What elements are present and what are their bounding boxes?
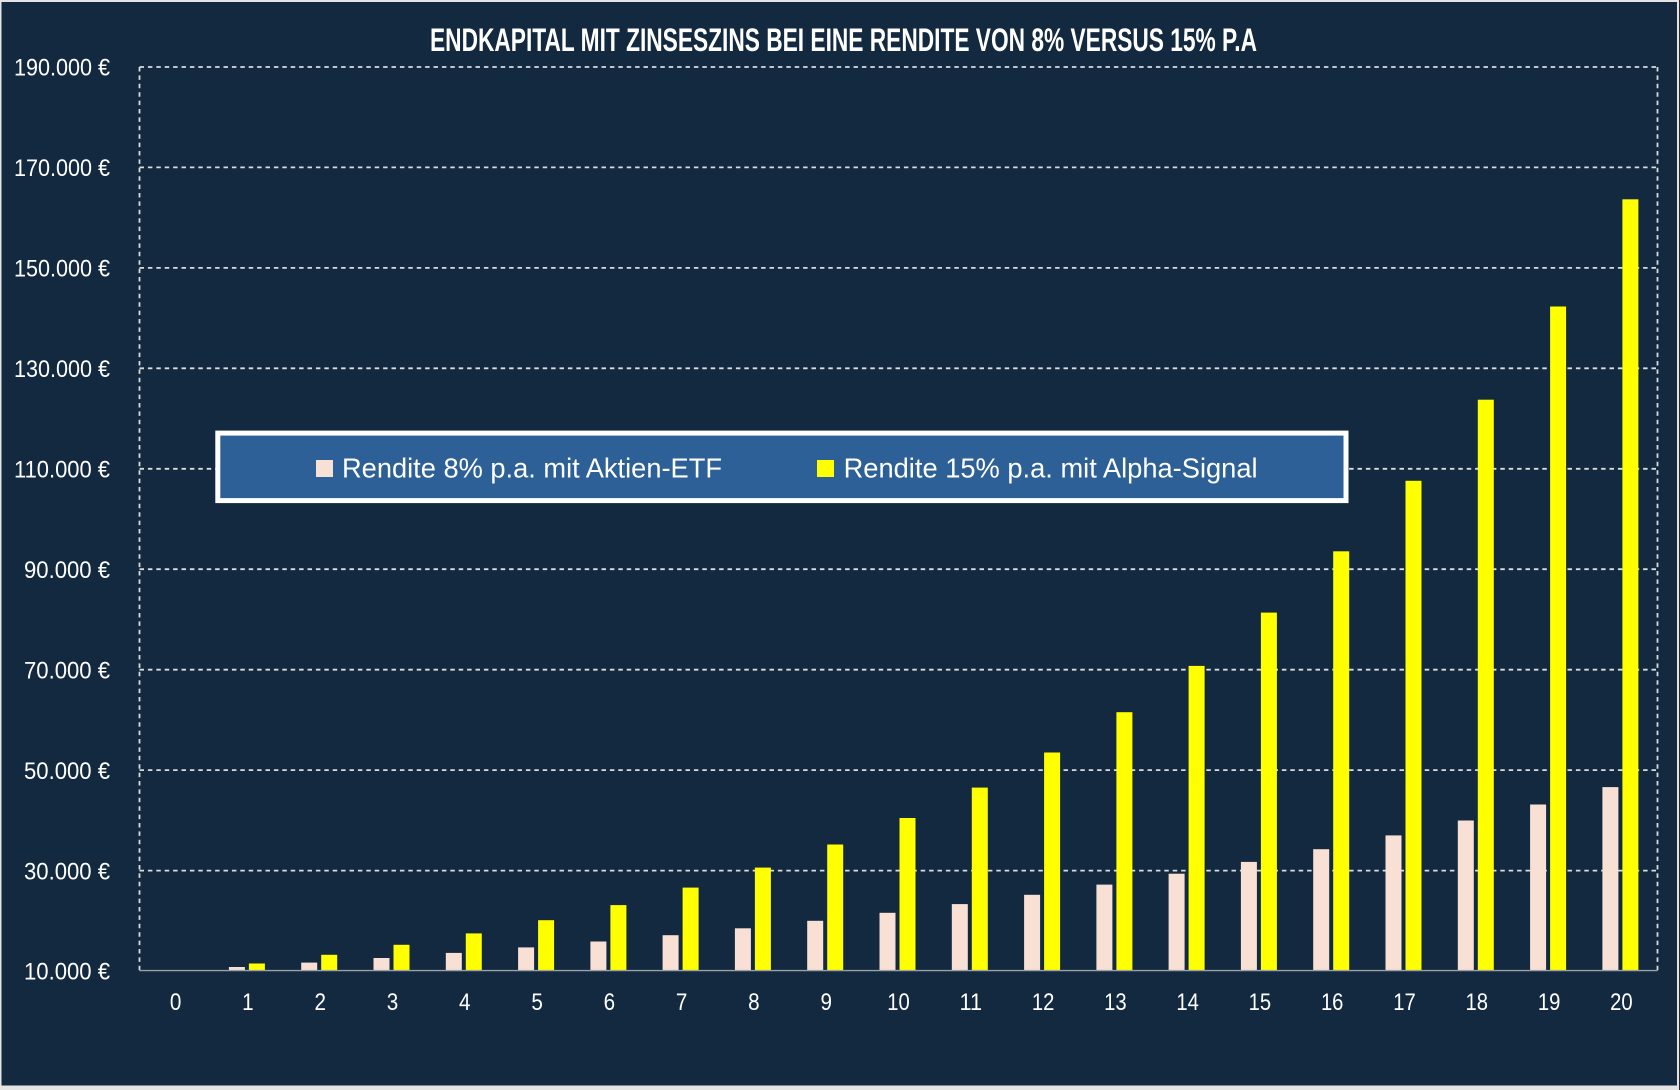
svg-text:50.000 €: 50.000 € [24, 758, 110, 785]
svg-text:11: 11 [960, 989, 983, 1016]
svg-text:7: 7 [676, 989, 688, 1016]
svg-text:130.000 €: 130.000 € [14, 356, 110, 383]
svg-text:2: 2 [314, 989, 326, 1016]
svg-text:10.000 €: 10.000 € [24, 959, 110, 986]
svg-text:8: 8 [748, 989, 760, 1016]
svg-text:20: 20 [1610, 989, 1633, 1016]
svg-text:10: 10 [887, 989, 910, 1016]
svg-text:110.000 €: 110.000 € [14, 457, 110, 484]
svg-text:4: 4 [459, 989, 471, 1016]
svg-text:16: 16 [1321, 989, 1344, 1016]
svg-text:Rendite 8% p.a. mit Aktien-ETF: Rendite 8% p.a. mit Aktien-ETF [342, 453, 722, 484]
svg-text:170.000 €: 170.000 € [14, 155, 110, 182]
svg-text:12: 12 [1032, 989, 1055, 1016]
svg-text:3: 3 [387, 989, 399, 1016]
svg-text:9: 9 [820, 989, 832, 1016]
svg-text:5: 5 [531, 989, 543, 1016]
svg-text:13: 13 [1104, 989, 1127, 1016]
svg-text:1: 1 [242, 989, 254, 1016]
svg-text:190.000 €: 190.000 € [14, 55, 110, 82]
svg-text:ENDKAPITAL MIT ZINSESZINS BEI: ENDKAPITAL MIT ZINSESZINS BEI EINE RENDI… [430, 22, 1257, 58]
svg-text:90.000 €: 90.000 € [24, 557, 110, 584]
svg-text:15: 15 [1249, 989, 1272, 1016]
svg-text:0: 0 [170, 989, 182, 1016]
svg-text:Rendite 15% p.a. mit Alpha-Sig: Rendite 15% p.a. mit Alpha-Signal [844, 453, 1258, 484]
svg-text:30.000 €: 30.000 € [24, 858, 110, 885]
svg-text:19: 19 [1538, 989, 1561, 1016]
svg-text:70.000 €: 70.000 € [24, 657, 110, 684]
svg-text:14: 14 [1176, 989, 1199, 1016]
svg-text:17: 17 [1393, 989, 1416, 1016]
svg-text:150.000 €: 150.000 € [14, 256, 110, 283]
svg-text:18: 18 [1466, 989, 1489, 1016]
svg-text:6: 6 [604, 989, 616, 1016]
